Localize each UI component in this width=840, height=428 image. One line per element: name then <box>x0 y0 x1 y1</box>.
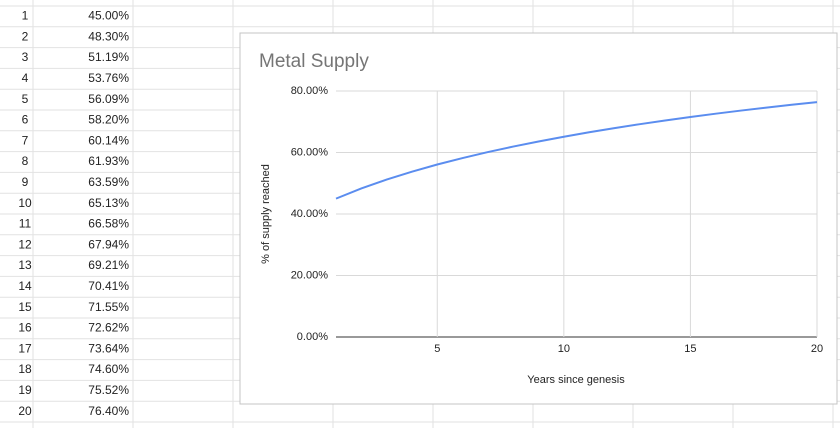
y-axis-label: % of supply reached <box>260 164 272 264</box>
row-number: 10 <box>18 196 32 210</box>
data-line <box>335 101 818 200</box>
plot: 0.00% 20.00% 40.00% 60.00% 80.00% 5 10 15 20 <box>291 85 823 355</box>
y-tick-label: 40.00% <box>291 208 329 220</box>
row-number: 9 <box>22 175 29 189</box>
y-tick-label: 80.00% <box>291 85 329 97</box>
row-number: 15 <box>18 300 32 314</box>
row-number: 3 <box>22 50 29 64</box>
cell-value: 69.21% <box>88 258 129 272</box>
cell-value: 74.60% <box>88 362 129 376</box>
row-number: 11 <box>19 217 32 231</box>
cell-value: 75.52% <box>88 383 129 397</box>
row-number: 16 <box>18 321 32 335</box>
cell-value: 71.55% <box>88 300 129 314</box>
y-tick-label: 60.00% <box>291 146 329 158</box>
y-tick-label: 20.00% <box>291 269 329 281</box>
row-number: 4 <box>22 71 29 85</box>
cell-value: 58.20% <box>88 113 129 127</box>
row-number: 8 <box>22 154 29 168</box>
row-number: 2 <box>22 29 29 43</box>
cell-value: 45.00% <box>88 9 129 23</box>
row-number: 1 <box>22 9 29 23</box>
chart-box <box>239 32 838 405</box>
cell-value: 76.40% <box>88 404 129 418</box>
cell-value: 66.58% <box>88 217 129 231</box>
row-number: 6 <box>22 113 29 127</box>
row-number: 7 <box>22 133 29 147</box>
row-number: 17 <box>18 341 32 355</box>
x-tick-label: 5 <box>434 343 440 355</box>
cell-value: 48.30% <box>88 29 129 43</box>
cell-value: 72.62% <box>88 321 129 335</box>
y-tick-label: 0.00% <box>297 331 328 343</box>
row-number: 5 <box>22 92 29 106</box>
x-tick-label: 20 <box>811 343 823 355</box>
cell-value: 56.09% <box>88 92 129 106</box>
row-number: 20 <box>18 404 32 418</box>
cell-value: 70.41% <box>88 279 129 293</box>
cell-value: 63.59% <box>88 175 129 189</box>
cell-value: 51.19% <box>88 50 129 64</box>
cell-value: 73.64% <box>88 341 129 355</box>
x-tick-label: 15 <box>684 343 696 355</box>
row-number: 12 <box>18 237 32 251</box>
cell-value: 53.76% <box>88 71 129 85</box>
x-tick-label: 10 <box>558 343 570 355</box>
chart-title: Metal Supply <box>259 51 369 72</box>
row-number: 14 <box>18 279 32 293</box>
cell-value: 60.14% <box>88 133 129 147</box>
cell-value: 65.13% <box>88 196 129 210</box>
cell-value: 61.93% <box>88 154 129 168</box>
row-number: 19 <box>18 383 32 397</box>
cell-value: 67.94% <box>88 237 129 251</box>
row-number: 13 <box>18 258 32 272</box>
x-axis-label: Years since genesis <box>527 374 625 386</box>
row-number: 18 <box>18 362 32 376</box>
